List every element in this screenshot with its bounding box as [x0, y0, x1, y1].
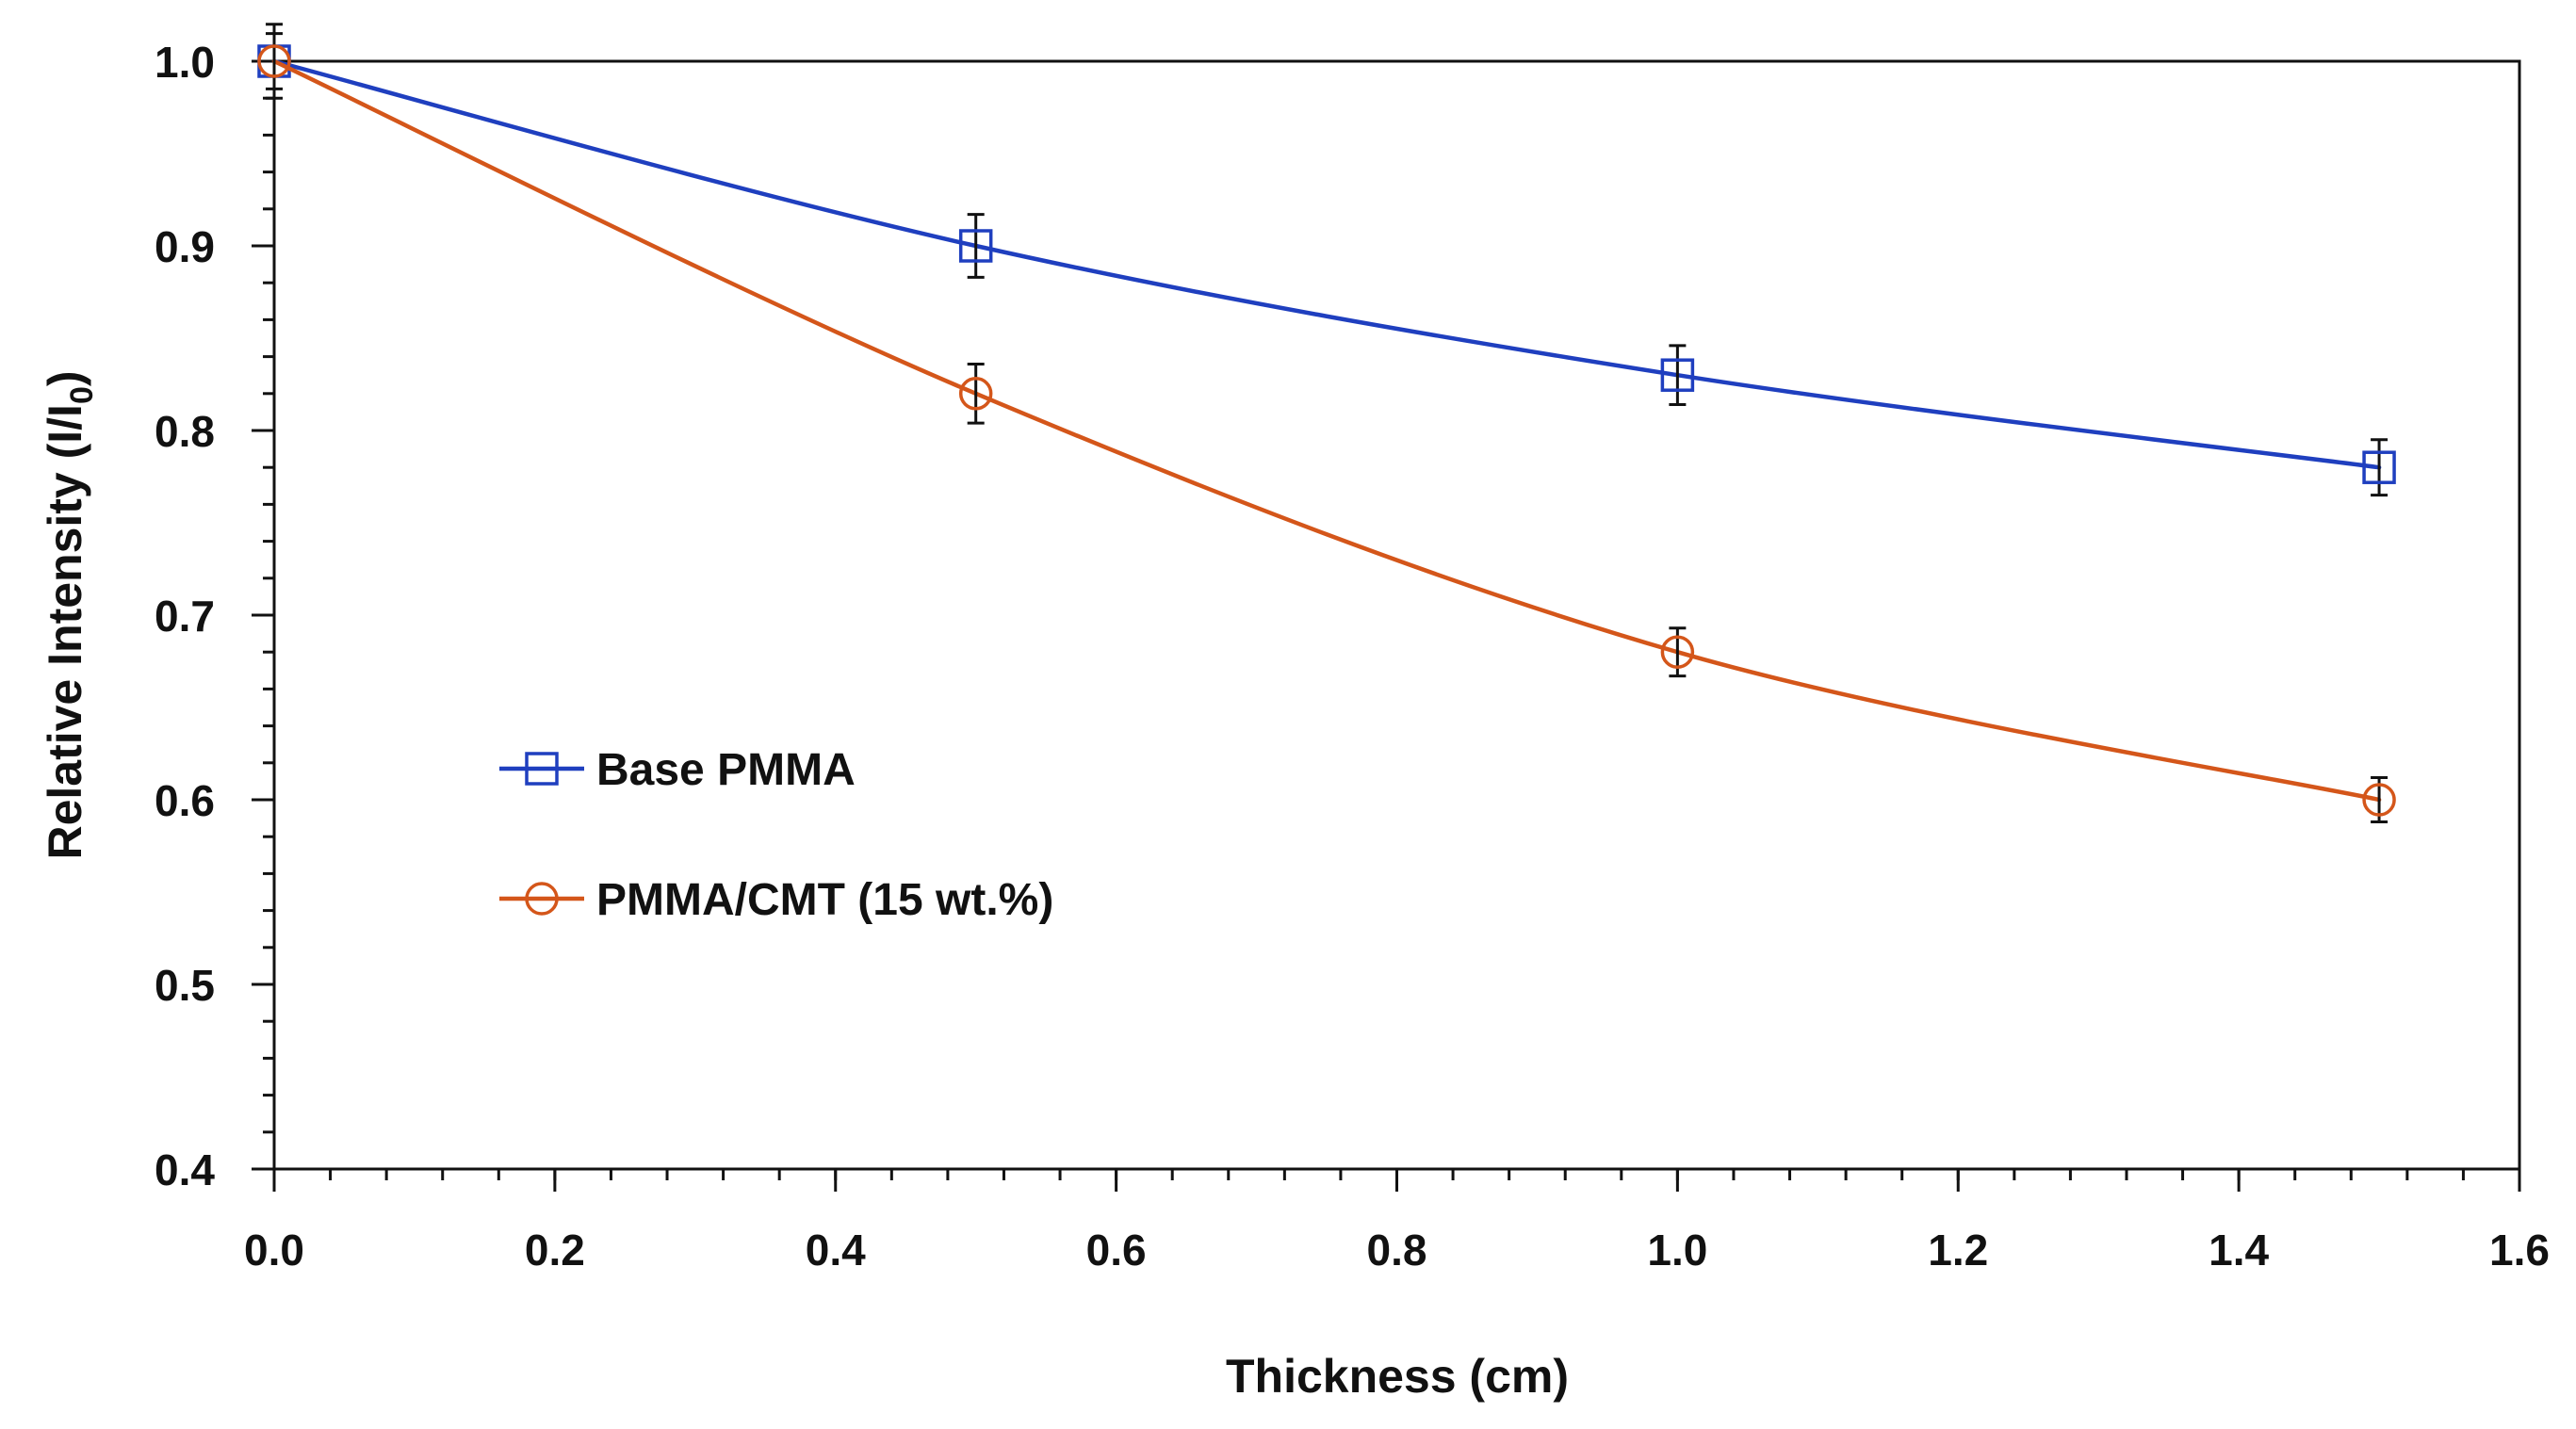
error-bar [2371, 438, 2389, 497]
y-tick-label: 0.9 [155, 222, 215, 271]
error-bar [266, 23, 283, 100]
series-pmma-cmt [257, 23, 2396, 824]
y-axis-label: Relative Intensity (I/I0) [39, 370, 100, 859]
data-point-pmma-cmt [257, 44, 291, 78]
legend-item-pmma-cmt: PMMA/CMT (15 wt.%) [499, 875, 1053, 925]
x-tick-label: 0.4 [806, 1226, 866, 1275]
legend-marker-base-pmma [525, 752, 559, 786]
x-tick-label: 1.2 [1928, 1226, 1988, 1275]
legend-label-base-pmma: Base PMMA [596, 745, 856, 795]
error-bar [967, 213, 985, 279]
legend-item-base-pmma: Base PMMA [499, 745, 856, 795]
x-tick-label: 0.8 [1367, 1226, 1427, 1275]
x-tick-label: 1.0 [1647, 1226, 1707, 1275]
data-point-pmma-cmt [958, 377, 993, 411]
legend-label-pmma-cmt: PMMA/CMT (15 wt.%) [596, 875, 1053, 925]
y-tick-label: 0.7 [155, 592, 215, 641]
y-axis-label-subscript: 0 [64, 386, 100, 404]
x-tick-label: 0.0 [244, 1226, 304, 1275]
data-point-base-pmma [958, 229, 993, 263]
y-tick-label: 0.4 [155, 1145, 215, 1194]
y-tick-label: 1.0 [155, 38, 215, 87]
series-line-base-pmma [271, 58, 2382, 470]
error-bar [967, 362, 985, 425]
y-tick-label: 0.8 [155, 407, 215, 456]
y-axis-label-suffix: ) [39, 370, 91, 386]
data-point-base-pmma [1660, 358, 1695, 392]
data-point-pmma-cmt [2362, 783, 2396, 817]
data-point-base-pmma [2362, 450, 2396, 484]
legend-marker-pmma-cmt [525, 882, 559, 916]
y-tick-label: 0.6 [155, 776, 215, 825]
y-tick-label: 0.5 [155, 961, 215, 1010]
x-tick-label: 0.6 [1086, 1226, 1147, 1275]
legend: Base PMMA PMMA/CMT (15 wt.%) [499, 745, 1053, 925]
data-series [257, 23, 2396, 824]
x-axis-label: Thickness (cm) [1226, 1350, 1569, 1403]
x-tick-label: 1.4 [2209, 1226, 2269, 1275]
x-tick-label: 0.2 [525, 1226, 585, 1275]
series-line-pmma-cmt [271, 58, 2382, 803]
data-point-pmma-cmt [1660, 635, 1695, 669]
y-axis-label-main: Relative Intensity (I/I [39, 404, 91, 859]
axis-tick-labels: 0.0 0.2 0.4 0.6 0.8 1.0 1.2 1.4 1.6 0.4 0.5 0.6 0.7 0… [155, 38, 2550, 1275]
error-bar [1669, 344, 1687, 407]
x-tick-label: 1.6 [2489, 1226, 2550, 1275]
axis-ticks [252, 59, 2521, 1192]
